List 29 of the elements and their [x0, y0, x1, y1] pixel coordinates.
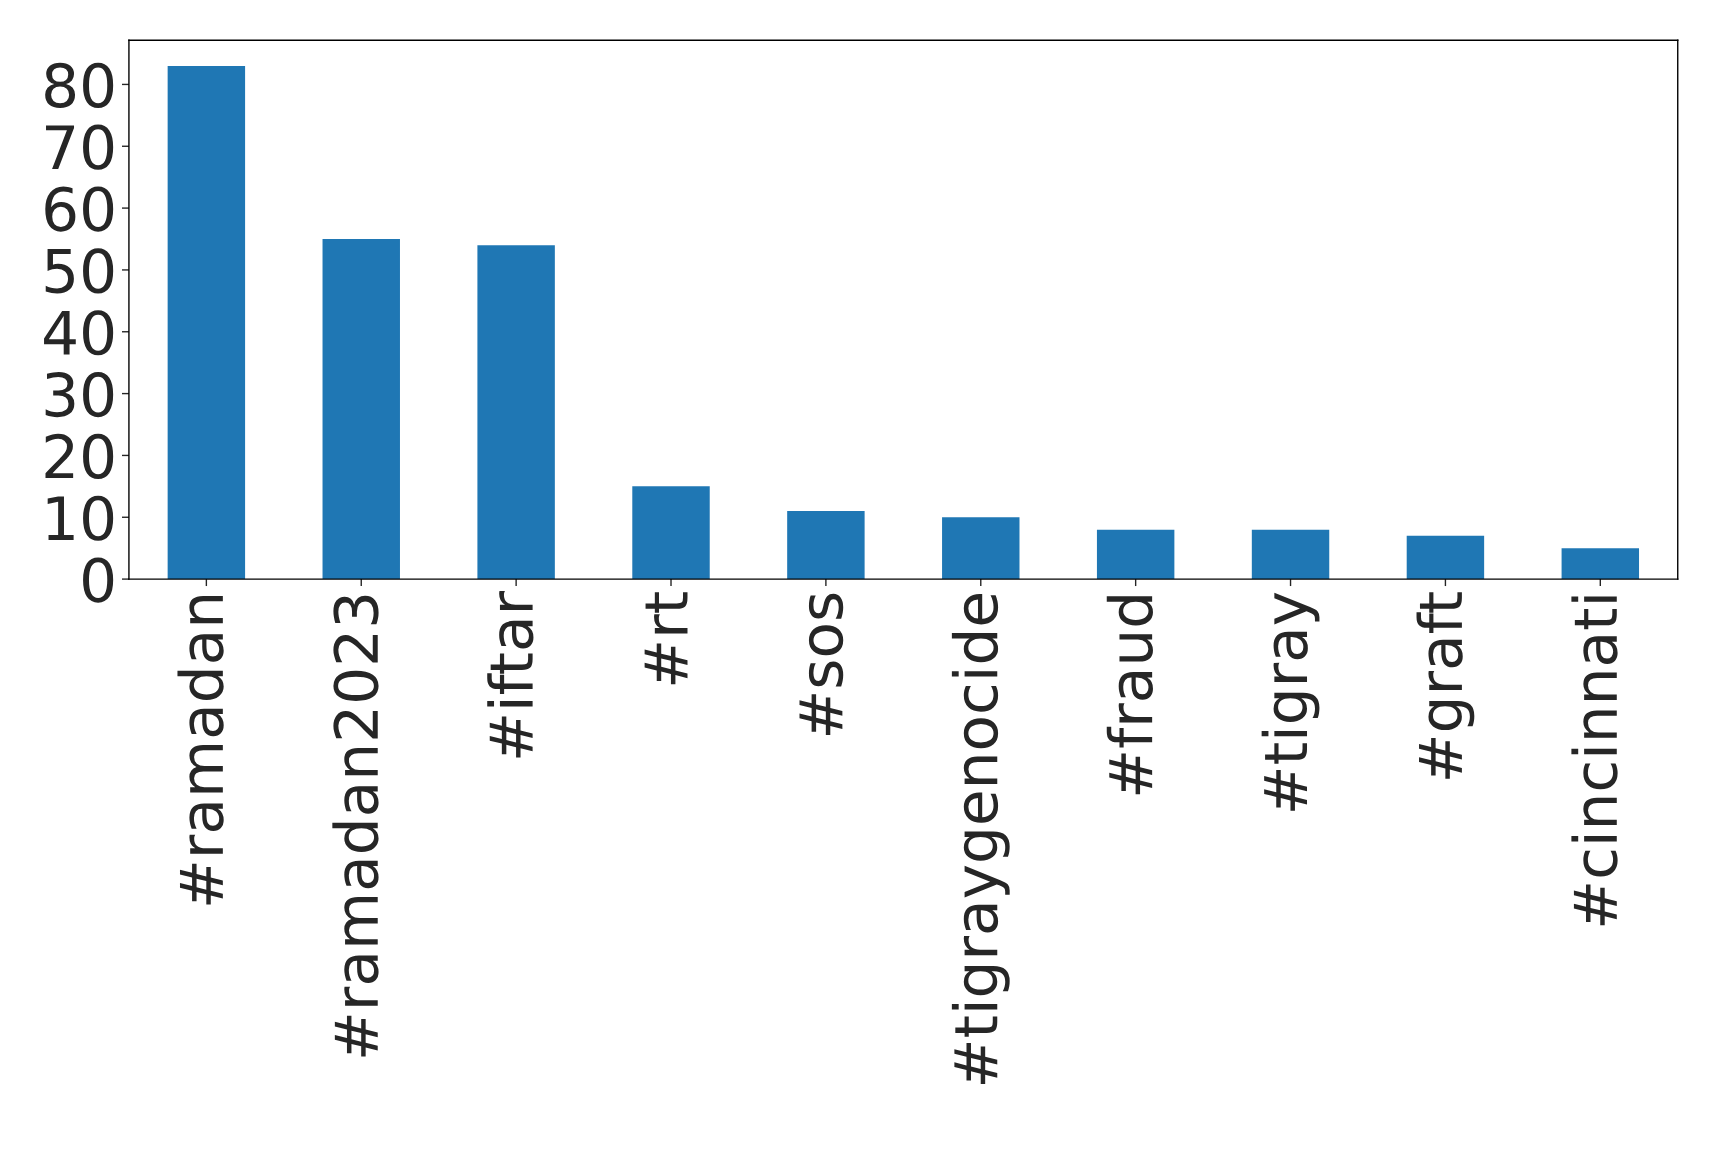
bar	[787, 511, 865, 580]
y-tick-label: 80	[45, 62, 114, 108]
bar	[1406, 535, 1485, 580]
y-tick-label: 50	[45, 248, 114, 294]
x-tick-label: #sos	[799, 593, 844, 736]
x-tick-label: #iftar	[487, 590, 534, 758]
y-tick-label: 0	[83, 557, 114, 603]
x-tick-label: #ramadan2023	[332, 595, 379, 1057]
bar	[942, 517, 1020, 580]
x-tick-label: #tigray	[1261, 592, 1320, 811]
y-tick-label: 40	[44, 310, 114, 356]
x-tick-label: #tigraygenocide	[951, 594, 1010, 1084]
x-tick-label: #fraud	[1106, 596, 1153, 795]
x-tick-label: #rt	[644, 592, 688, 685]
bar	[167, 65, 246, 580]
bar	[1096, 529, 1175, 580]
bar	[1561, 548, 1640, 580]
y-tick-label: 20	[45, 433, 114, 479]
y-tick-label: 70	[46, 124, 114, 170]
x-tick-label: #graft	[1416, 592, 1475, 779]
x-tick-label: #cincinnati	[1571, 596, 1618, 926]
x-tick-label: #ramadan	[177, 595, 224, 905]
bar	[477, 245, 555, 580]
bar	[632, 486, 710, 580]
y-tick-label: 30	[45, 371, 114, 418]
y-tick-label: 60	[45, 186, 114, 232]
y-tick-label: 10	[47, 495, 114, 541]
bar	[322, 239, 400, 580]
bar	[1251, 529, 1330, 580]
